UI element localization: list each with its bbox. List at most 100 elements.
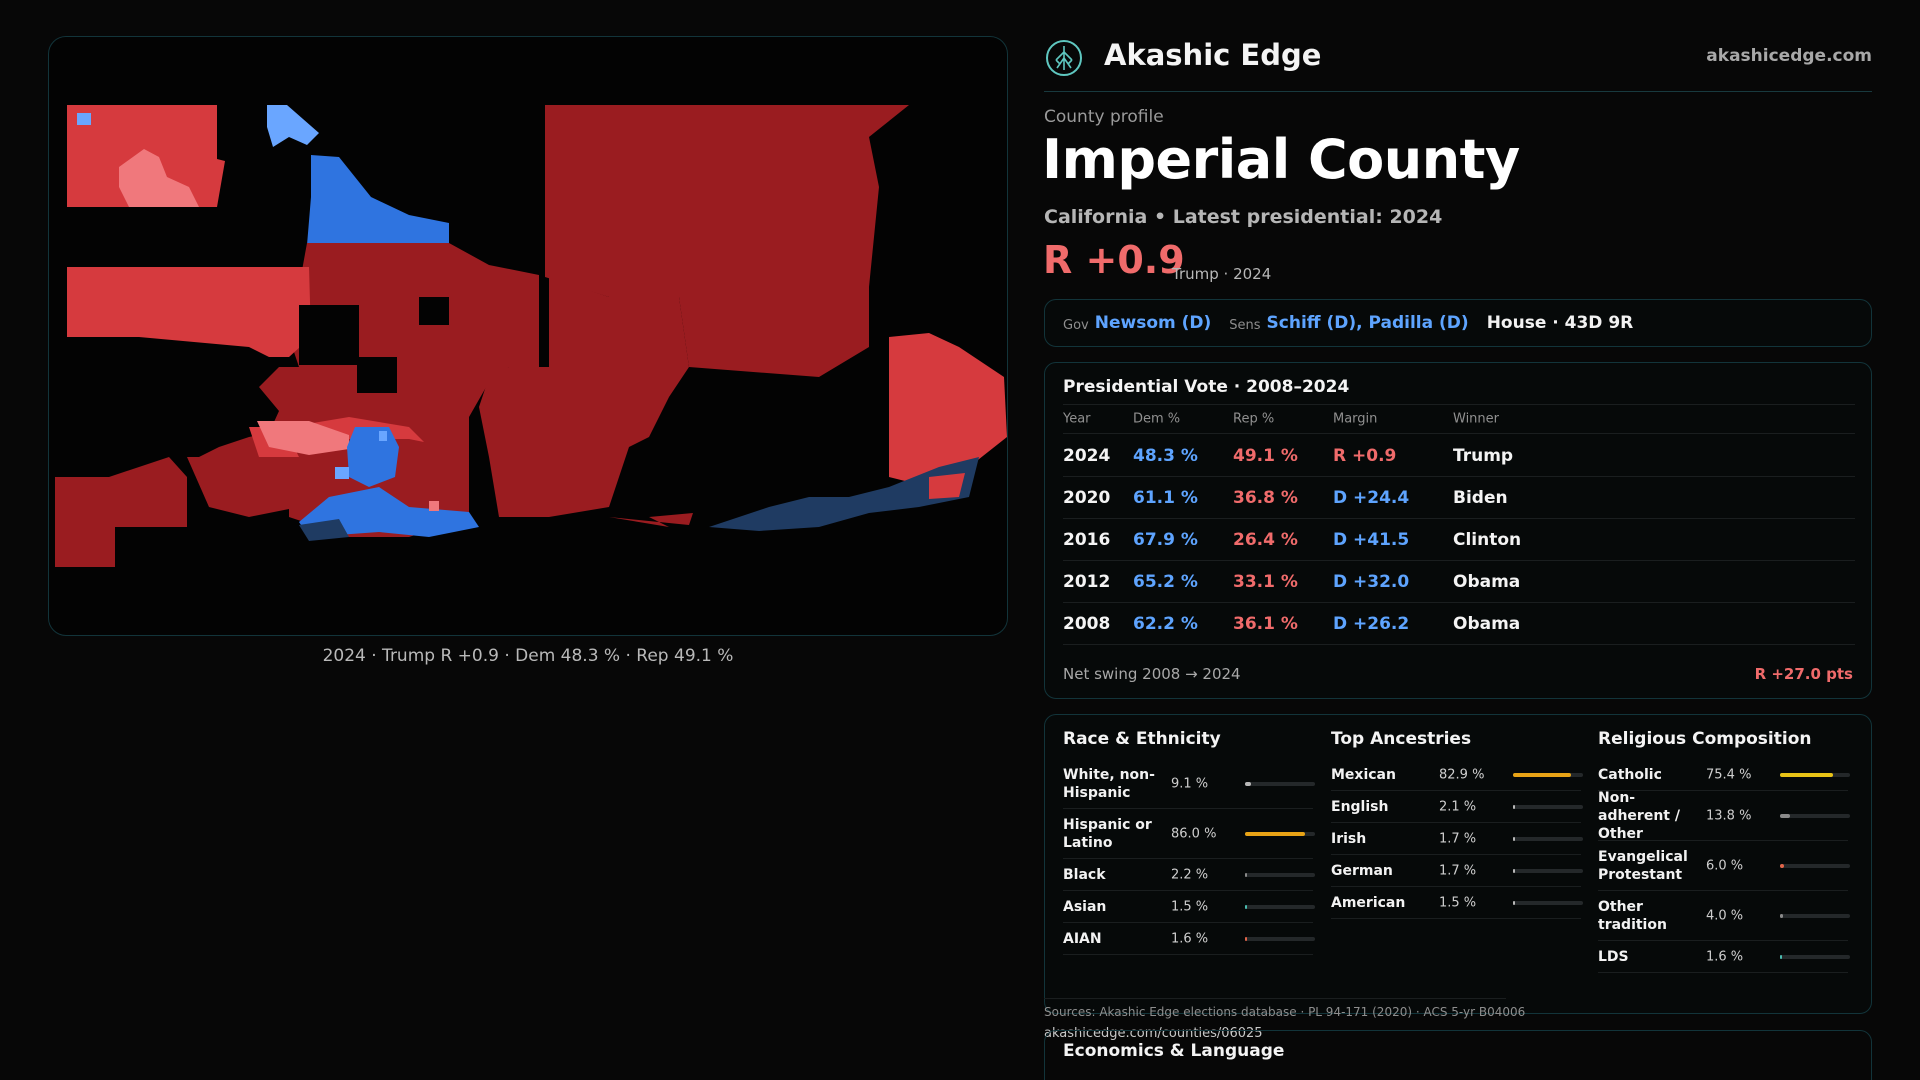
percent-bar-fill (1245, 781, 1252, 786)
margin-cell: D +26.2 (1333, 613, 1410, 634)
table-row[interactable]: 2016 67.9 % 26.4 % D +41.5 Clinton (1063, 519, 1855, 561)
item-percent: 1.7 % (1439, 863, 1477, 878)
percent-bar-fill (1245, 831, 1306, 836)
winner-cell: Obama (1453, 613, 1521, 634)
list-item: English 2.1 % (1331, 791, 1583, 823)
item-percent: 1.5 % (1439, 895, 1477, 910)
item-label: LDS (1598, 948, 1629, 965)
demographic-column: Top Ancestries Mexican 82.9 % English 2.1 % I… (1331, 729, 1583, 919)
percent-bar-fill (1245, 872, 1247, 877)
sources-note: Sources: Akashic Edge elections database… (1044, 1005, 1526, 1019)
list-item: Non-adherent / Other 13.8 % (1598, 789, 1850, 842)
item-percent: 75.4 % (1706, 767, 1752, 782)
rep-pct-cell: 36.1 % (1233, 613, 1298, 634)
percent-bar (1513, 836, 1583, 841)
source-url-link[interactable]: akashicedge.com/counties/06025 (1044, 1026, 1263, 1041)
item-percent: 9.1 % (1171, 776, 1209, 791)
map-region (299, 487, 479, 537)
percent-bar-fill (1780, 913, 1783, 918)
year-cell: 2016 (1063, 529, 1111, 550)
item-label: American (1331, 894, 1406, 911)
card-title: Economics & Language (1063, 1041, 1285, 1061)
map-region (267, 105, 319, 147)
margin-cell: D +32.0 (1333, 571, 1410, 592)
percent-bar-fill (1513, 900, 1515, 905)
percent-bar (1780, 772, 1850, 777)
list-item: Evangelical Protestant 6.0 % (1598, 841, 1850, 891)
percent-bar (1780, 913, 1850, 918)
winner-cell: Biden (1453, 487, 1508, 508)
list-item: AIAN 1.6 % (1063, 923, 1315, 955)
item-label: Hispanic or Latino (1063, 816, 1152, 851)
item-label: Evangelical Protestant (1598, 848, 1688, 883)
winner-cell: Clinton (1453, 529, 1522, 550)
latest-margin: R +0.9 (1043, 238, 1185, 282)
rep-pct-cell: 26.4 % (1233, 529, 1298, 550)
percent-bar-fill (1513, 836, 1515, 841)
map-region (889, 333, 1007, 487)
senators-link[interactable]: Schiff (D), Padilla (D) (1266, 313, 1469, 333)
item-label: German (1331, 862, 1393, 879)
margin-cell: D +41.5 (1333, 529, 1410, 550)
house-delegation: House · 43D 9R (1486, 313, 1634, 333)
map-region (479, 277, 689, 517)
list-item: Hispanic or Latino 86.0 % (1063, 809, 1315, 859)
item-percent: 1.7 % (1439, 831, 1477, 846)
tree-of-life-icon[interactable] (1044, 38, 1084, 82)
table-row[interactable]: 2012 65.2 % 33.1 % D +32.0 Obama (1063, 561, 1855, 603)
economics-card: Economics & Language (1044, 1030, 1872, 1080)
list-item: Black 2.2 % (1063, 859, 1315, 891)
rep-pct-cell: 36.8 % (1233, 487, 1298, 508)
brand-name[interactable]: Akashic Edge (1104, 38, 1322, 72)
item-label: AIAN (1063, 930, 1102, 947)
percent-bar-fill (1245, 904, 1247, 909)
percent-bar-fill (1780, 813, 1790, 818)
brand-url[interactable]: akashicedge.com (1706, 46, 1872, 66)
item-label: Black (1063, 866, 1106, 883)
item-label: Mexican (1331, 766, 1396, 783)
percent-bar (1780, 813, 1850, 818)
map-region (545, 105, 909, 377)
rep-pct-cell: 49.1 % (1233, 445, 1298, 466)
percent-bar (1513, 804, 1583, 809)
card-title: Presidential Vote · 2008–2024 (1063, 377, 1350, 397)
senators-label: Sens (1229, 317, 1261, 333)
list-item: Irish 1.7 % (1331, 823, 1583, 855)
percent-bar-fill (1780, 772, 1833, 777)
margin-cell: D +24.4 (1333, 487, 1410, 508)
percent-bar-fill (1513, 868, 1515, 873)
table-row[interactable]: 2024 48.3 % 49.1 % R +0.9 Trump (1063, 435, 1855, 477)
year-cell: 2020 (1063, 487, 1111, 508)
list-item: Asian 1.5 % (1063, 891, 1315, 923)
presidential-vote-card: Presidential Vote · 2008–2024 Year Dem %… (1044, 362, 1872, 699)
map-region (77, 113, 91, 125)
item-label: Non-adherent / Other (1598, 789, 1680, 842)
page-subtitle: California • Latest presidential: 2024 (1044, 206, 1443, 228)
map-region (335, 467, 349, 479)
map-region (709, 457, 979, 531)
gov-label: Gov (1063, 317, 1089, 333)
demographic-column: Religious Composition Catholic 75.4 % Non-a… (1598, 729, 1850, 973)
rep-pct-cell: 33.1 % (1233, 571, 1298, 592)
column-title: Religious Composition (1598, 729, 1812, 749)
governor-link[interactable]: Newsom (D) (1094, 313, 1212, 333)
item-label: Irish (1331, 830, 1367, 847)
map-region (257, 421, 349, 455)
officials-bar: Gov Newsom (D) Sens Schiff (D), Padilla … (1044, 299, 1872, 347)
item-percent: 2.2 % (1171, 867, 1209, 882)
percent-bar-fill (1780, 954, 1782, 959)
item-label: White, non-Hispanic (1063, 766, 1155, 801)
table-row[interactable]: 2008 62.2 % 36.1 % D +26.2 Obama (1063, 603, 1855, 645)
percent-bar (1513, 900, 1583, 905)
latest-margin-note: Trump · 2024 (1172, 265, 1272, 283)
table-row[interactable]: 2020 61.1 % 36.8 % D +24.4 Biden (1063, 477, 1855, 519)
percent-bar (1513, 868, 1583, 873)
demographics-card: Race & Ethnicity White, non-Hispanic 9.1 %… (1044, 714, 1872, 1014)
net-swing-value: R +27.0 pts (1754, 665, 1853, 683)
item-percent: 1.5 % (1171, 899, 1209, 914)
demographic-column: Race & Ethnicity White, non-Hispanic 9.1 %… (1063, 729, 1315, 955)
percent-bar (1245, 831, 1315, 836)
percent-bar-fill (1780, 863, 1785, 868)
precinct-map[interactable] (48, 36, 1008, 636)
dem-pct-cell: 48.3 % (1133, 445, 1198, 466)
